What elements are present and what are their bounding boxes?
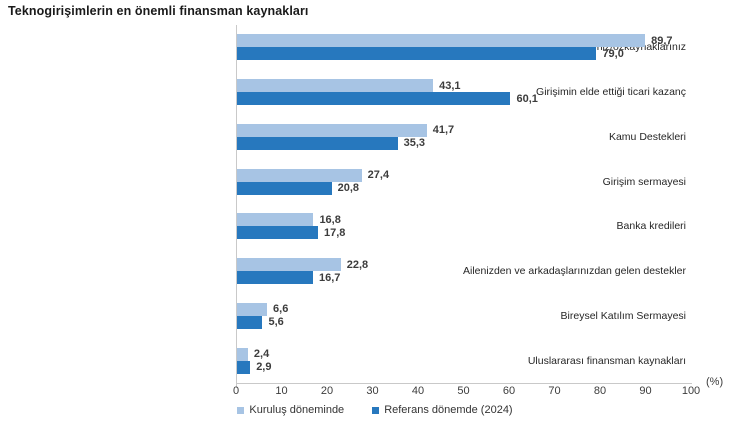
bar-kurulus: 16,8	[237, 213, 341, 227]
bar-referans: 79,0	[237, 47, 624, 61]
value-label: 16,7	[318, 271, 341, 284]
bar-pair: 43,1 60,1	[237, 79, 538, 106]
value-label: 22,8	[346, 258, 369, 271]
value-label: 2,4	[253, 348, 270, 361]
x-tick-label: 40	[411, 385, 425, 397]
x-tick-label: 90	[639, 385, 652, 397]
bar-pair: 16,8 17,8	[237, 213, 345, 240]
y-axis-tick	[236, 383, 237, 388]
legend-swatch-light-icon	[237, 406, 245, 414]
value-label: 43,1	[439, 79, 461, 92]
x-tick-label: 80	[593, 385, 607, 397]
x-tick-label: 70	[548, 385, 561, 397]
x-tick-label: 100	[681, 385, 701, 397]
bar-group: Girişim sermayesi 27,4 20,8	[237, 159, 692, 204]
bar-pair: 89,7 79,0	[237, 34, 673, 61]
legend: Kuruluş döneminde Referans dönemde (2024…	[0, 404, 750, 416]
category-label: Uluslararası finansman kaynakları	[527, 354, 686, 367]
bar-referans: 60,1	[237, 92, 538, 106]
bar-kurulus: 6,6	[237, 302, 288, 316]
bar-group: Bireysel Katılım Sermayesi 6,6 5,6	[237, 294, 692, 339]
bar-kurulus: 43,1	[237, 79, 461, 93]
category-label: Bireysel Katılım Sermayesi	[560, 309, 686, 322]
value-label: 17,8	[323, 226, 346, 239]
x-tick-label: 0	[232, 385, 240, 397]
bar-pair: 27,4 20,8	[237, 168, 389, 195]
bar-rows: Kendi sermayeniz/özkaynaklarınız 89,7 79,0…	[237, 25, 692, 383]
bar-referans: 16,7	[237, 271, 340, 285]
bar-referans: 17,8	[237, 226, 345, 240]
bar-kurulus: 41,7	[237, 123, 454, 137]
bar-pair: 6,6 5,6	[237, 302, 288, 329]
category-label: Girişim sermayesi	[602, 175, 686, 188]
x-tick-label: 30	[366, 385, 379, 397]
bar-pair: 2,4 2,9	[237, 347, 271, 374]
chart-title: Teknogirişimlerin en önemli finansman ka…	[8, 4, 309, 18]
category-label: Girişimin elde ettiği ticari kazanç	[536, 86, 686, 99]
category-label: Banka kredileri	[616, 220, 686, 233]
bar-group: Uluslararası finansman kaynakları 2,4 2,9	[237, 338, 692, 383]
bar-pair: 41,7 35,3	[237, 123, 454, 150]
value-label: 79,0	[602, 47, 624, 60]
x-tick-label: 60	[502, 385, 516, 397]
value-label: 35,3	[403, 137, 426, 150]
value-label: 5,6	[268, 316, 284, 329]
bar-group: Banka kredileri 16,8 17,8	[237, 204, 692, 249]
bar-group: Girişimin elde ettiği ticari kazanç 43,1 6…	[237, 70, 692, 115]
value-label: 16,8	[319, 213, 341, 226]
value-label: 60,1	[516, 92, 538, 105]
bar-referans: 2,9	[237, 360, 271, 374]
value-label: 89,7	[651, 34, 673, 47]
bar-kurulus: 2,4	[237, 347, 269, 361]
x-tick-label: 10	[275, 385, 288, 397]
bar-kurulus: 89,7	[237, 34, 673, 48]
legend-item-referans: Referans dönemde (2024)	[372, 404, 513, 416]
bar-referans: 5,6	[237, 315, 284, 329]
legend-label: Kuruluş döneminde	[249, 404, 345, 416]
legend-swatch-dark-icon	[372, 406, 380, 414]
value-label: 27,4	[367, 169, 390, 182]
value-label: 2,9	[256, 361, 272, 374]
bar-referans: 35,3	[237, 136, 425, 150]
value-label: 41,7	[432, 124, 455, 137]
plot-area: Kendi sermayeniz/özkaynaklarınız 89,7 79,0…	[236, 25, 692, 388]
x-tick-label: 20	[320, 385, 334, 397]
bar-kurulus: 22,8	[237, 258, 368, 272]
x-tick-label: 50	[457, 385, 470, 397]
category-label: Ailenizden ve arkadaşlarınızdan gelen de…	[463, 265, 686, 278]
axis-unit-label: (%)	[706, 376, 724, 388]
bar-pair: 22,8 16,7	[237, 258, 368, 285]
value-label: 6,6	[273, 303, 289, 316]
bar-group: Kendi sermayeniz/özkaynaklarınız 89,7 79,0	[237, 25, 692, 70]
legend-label: Referans dönemde (2024)	[384, 404, 513, 416]
category-label: Kamu Destekleri	[608, 130, 686, 143]
bar-group: Ailenizden ve arkadaşlarınızdan gelen de…	[237, 249, 692, 294]
x-axis-ticks: 0 10 20 30 40 50 60 70 80 90 100	[0, 385, 750, 399]
legend-item-kurulus: Kuruluş döneminde	[237, 404, 344, 416]
value-label: 20,8	[337, 182, 360, 195]
bar-kurulus: 27,4	[237, 168, 389, 182]
bar-referans: 20,8	[237, 181, 359, 195]
bar-group: Kamu Destekleri 41,7 35,3	[237, 115, 692, 160]
